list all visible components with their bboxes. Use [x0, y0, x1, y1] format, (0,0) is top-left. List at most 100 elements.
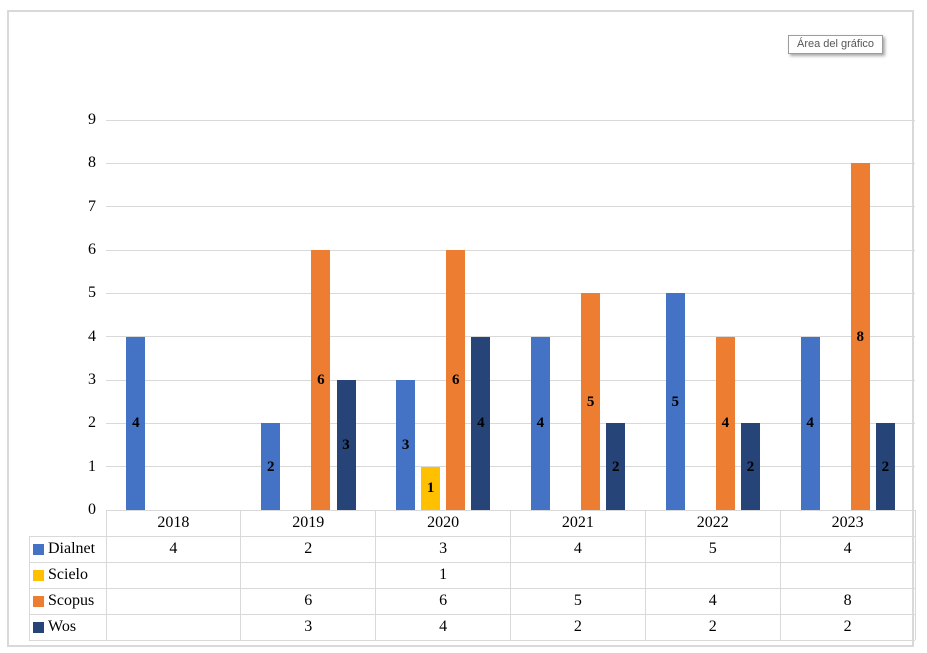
table-value-wos-2022[interactable]: 2 [708, 618, 717, 635]
bar-label-dialnet-2018: 4 [132, 415, 140, 432]
chart-area-tooltip-label: Área del gráfico [797, 38, 875, 50]
bar-label-dialnet-2019: 2 [266, 458, 275, 475]
table-value-wos-2019[interactable]: 3 [304, 618, 313, 635]
table-value-scopus-2022[interactable]: 4 [708, 592, 717, 609]
bar-dialnet-2021[interactable] [530, 336, 550, 510]
table-value-dialnet-2021[interactable]: 4 [573, 540, 582, 557]
bar-label-dialnet-2020: 3 [401, 437, 410, 453]
legend-label-scopus: Scopus [48, 592, 95, 609]
bar-dialnet-2018[interactable] [126, 336, 146, 510]
table-col-line-4 [644, 510, 646, 640]
legend-label-wos: Wos [48, 618, 77, 635]
bar-label-scopus-2019: 6 [317, 372, 325, 388]
x-axis-label-2018[interactable]: 2018 [157, 514, 190, 531]
legend-item-scopus[interactable]: Scopus [33, 588, 106, 614]
bar-label-wos-2021: 2 [611, 458, 620, 475]
table-value-wos-2020[interactable]: 4 [439, 618, 448, 635]
bar-scopus-2020[interactable] [446, 250, 466, 510]
bar-wos-2022[interactable] [741, 423, 761, 510]
legend-label-dialnet: Dialnet [48, 540, 96, 557]
bar-label-wos-2022: 2 [746, 458, 755, 475]
bar-dialnet-2019[interactable] [261, 423, 281, 510]
x-axis-label-2022[interactable]: 2022 [696, 514, 729, 531]
table-col-line-5 [779, 510, 781, 640]
x-axis-label-2019[interactable]: 2019 [292, 514, 325, 531]
gridline-8 [106, 162, 915, 164]
table-value-wos-2021[interactable]: 2 [573, 618, 582, 635]
bar-wos-2019[interactable] [336, 380, 356, 510]
legend-item-wos[interactable]: Wos [33, 614, 106, 640]
bar-label-wos-2020: 4 [477, 415, 485, 432]
bar-scielo-2020[interactable] [421, 466, 441, 510]
bar-label-scopus-2022: 4 [721, 415, 730, 432]
y-axis-tick-0[interactable]: 0 [88, 501, 96, 518]
y-axis-tick-2[interactable]: 2 [88, 414, 96, 432]
bar-label-wos-2019: 3 [342, 437, 350, 453]
table-value-dialnet-2020[interactable]: 3 [439, 540, 448, 557]
bar-label-scopus-2021: 5 [586, 393, 595, 410]
bar-label-scielo-2020: 1 [426, 480, 435, 497]
chart-area-tooltip: Área del gráfico [788, 35, 884, 54]
gridline-7 [106, 206, 915, 208]
bar-scopus-2021[interactable] [581, 293, 601, 510]
bar-scopus-2019[interactable] [311, 250, 331, 510]
legend-swatch-wos-icon [33, 621, 44, 633]
table-col-line-1 [240, 510, 242, 640]
table-row-line-4 [29, 613, 915, 615]
gridline-5 [106, 292, 915, 294]
bar-scopus-2023[interactable] [850, 163, 870, 510]
y-axis-tick-5[interactable]: 5 [88, 284, 96, 302]
table-value-dialnet-2022[interactable]: 5 [708, 540, 717, 557]
bar-label-dialnet-2021: 4 [536, 415, 545, 432]
bar-label-scopus-2020: 6 [452, 372, 460, 388]
y-axis-tick-7[interactable]: 7 [88, 197, 96, 215]
legend-item-scielo[interactable]: Scielo [33, 562, 106, 588]
table-value-wos-2023[interactable]: 2 [843, 618, 852, 635]
bar-label-dialnet-2023: 4 [806, 415, 814, 432]
table-value-dialnet-2018[interactable]: 4 [169, 540, 178, 557]
legend-label-scielo: Scielo [48, 566, 88, 583]
x-axis-label-2023[interactable]: 2023 [831, 514, 864, 531]
y-axis-tick-9[interactable]: 9 [88, 111, 96, 128]
bar-dialnet-2020[interactable] [396, 380, 416, 510]
table-col-line-2 [375, 510, 377, 640]
gridline-4 [106, 336, 915, 338]
bar-dialnet-2022[interactable] [665, 293, 685, 510]
y-axis-tick-1[interactable]: 1 [88, 457, 96, 475]
bar-wos-2020[interactable] [471, 336, 491, 510]
legend-swatch-dialnet-icon [33, 543, 44, 555]
legend-item-dialnet[interactable]: Dialnet [33, 536, 106, 562]
table-col-line-6 [914, 510, 916, 640]
table-row-line-1 [29, 535, 915, 537]
table-value-scopus-2020[interactable]: 6 [439, 592, 448, 609]
table-value-scopus-2021[interactable]: 5 [573, 592, 582, 609]
bar-scopus-2022[interactable] [715, 336, 735, 510]
bar-wos-2023[interactable] [875, 423, 895, 510]
table-value-dialnet-2023[interactable]: 4 [843, 540, 852, 557]
bar-label-scopus-2023: 8 [856, 328, 865, 345]
table-value-scielo-2020[interactable]: 1 [439, 566, 448, 583]
table-row-line-5 [29, 639, 915, 641]
bar-dialnet-2023[interactable] [800, 336, 820, 510]
table-value-scopus-2023[interactable]: 8 [843, 592, 852, 609]
gridline-2 [106, 422, 915, 424]
y-axis-tick-6[interactable]: 6 [88, 241, 96, 258]
x-axis-label-2020[interactable]: 2020 [427, 514, 460, 531]
table-col-line-0 [105, 510, 107, 640]
table-row-line-3 [29, 587, 915, 589]
table-value-dialnet-2019[interactable]: 2 [304, 540, 313, 557]
bar-wos-2021[interactable] [606, 423, 626, 510]
bar-label-wos-2023: 2 [881, 458, 890, 475]
y-axis-tick-4[interactable]: 4 [88, 327, 96, 345]
legend-swatch-scielo-icon [33, 569, 44, 581]
gridline-3 [106, 379, 915, 381]
table-col-line-3 [510, 510, 511, 640]
table-value-scopus-2019[interactable]: 6 [304, 592, 313, 609]
y-axis-tick-8[interactable]: 8 [88, 154, 96, 172]
legend-swatch-scopus-icon [33, 595, 44, 607]
x-axis-label-2021[interactable]: 2021 [561, 514, 594, 531]
gridline-9 [106, 119, 915, 121]
gridline-1 [106, 466, 915, 468]
table-row-line-2 [29, 561, 915, 563]
y-axis-tick-3[interactable]: 3 [88, 371, 96, 388]
